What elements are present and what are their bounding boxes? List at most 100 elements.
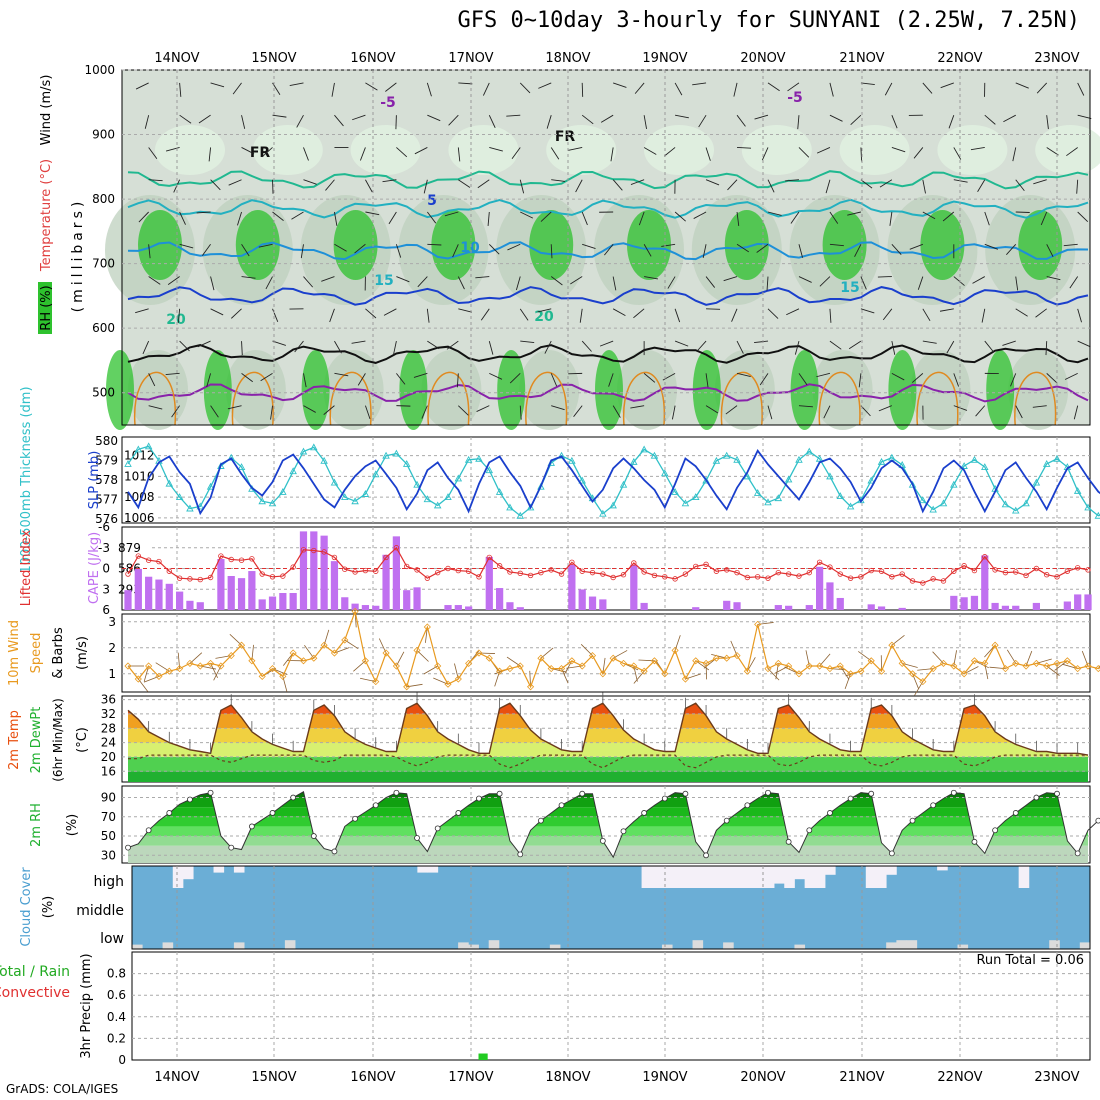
wind-speed-point [1094,665,1100,673]
wind-speed-point [950,662,958,670]
cloud-unit-label: (%) [41,896,56,919]
wind-barb [426,82,432,97]
wind-speed-point [568,657,576,665]
li-point [672,576,678,582]
low-cloud-bar [661,944,673,949]
rh-point [455,810,462,816]
cape-bar [134,568,142,610]
rh-dry-zone [937,125,1008,175]
temperature-line [127,702,1089,756]
rh-point [228,844,235,851]
high-cloud-bar [661,866,673,888]
wind-barb [754,114,769,120]
wind-speed-point [939,659,948,667]
wind-barb [544,340,552,354]
li-point [713,568,720,574]
wind-barb [1077,308,1082,323]
slp-point [444,493,452,501]
wind-speed-point [1012,659,1020,667]
wind-barb [662,372,676,381]
wind-barb [489,372,503,380]
precip-frame [131,951,1091,1061]
wind-barb [759,373,769,386]
high-cloud-bar [865,866,877,888]
li-point [352,569,358,575]
cloud-axis-label: Cloud Cover [19,867,34,947]
wind-barb-10m [1006,649,1017,664]
slp-point [134,445,143,453]
rh-point [1033,794,1040,801]
li-axis-label: Lifted Index [19,529,34,606]
wind-speed-point [165,667,173,675]
wind-barb [551,179,566,182]
wind-speed-point [588,652,597,660]
rh-contour-fill [812,350,873,430]
wind-barb-10m [189,652,203,664]
wind-speed-point [733,652,741,660]
cape-bar [485,556,493,610]
cape-bar [186,600,194,610]
slp-point [919,496,927,504]
slp-point [753,489,762,496]
wind-barb [860,276,867,290]
surface-temp-contour [818,371,861,426]
wind-barb-10m [416,650,429,662]
bottom-date-label: 21NOV [839,1070,884,1085]
wind-barb [829,243,844,247]
li-point [847,575,854,581]
li-point [682,571,689,577]
wind-barb [135,308,149,314]
wind-barb [731,308,738,322]
wind-barb [610,147,614,162]
wind-barb [879,179,893,188]
wind-barb-10m [506,656,521,667]
li-point [992,567,998,573]
low-cloud-bar [233,942,245,949]
wind-barb [581,211,588,226]
wind-barb [860,179,873,189]
wind-barb [303,373,307,388]
wind-barb [675,114,689,119]
wind-barb [579,308,583,323]
low-cloud-bar [794,944,806,949]
temp-label-line3: (6hr Min/Max) [51,698,65,782]
wind-barb [396,147,408,158]
wind-barb [917,276,924,290]
wind-speed-point [299,657,308,665]
li-point [920,580,926,586]
isotherm-label: 10 [460,240,480,256]
wind-barb [1046,276,1061,281]
slp-point [464,455,473,463]
temperature-axis-label: Temperature (°C) [39,159,54,272]
thickness-slp-frame [121,436,1091,524]
pressure-tick-label: 1000 [84,63,115,77]
cape-bar [237,578,246,610]
wind-speed-point [176,665,184,673]
cape-bar [960,597,968,610]
wind-tick-label: 2 [108,641,116,655]
cape-bar [496,588,504,610]
high-cloud-bar [774,866,785,884]
slp-point [144,442,153,450]
li-point [662,574,668,580]
wind-barb [1077,82,1085,96]
wind-barb [860,147,863,162]
wind-barb [644,276,658,280]
cape-bar [950,595,958,610]
wind-barb [177,308,181,323]
li-point [207,574,214,581]
li-point [744,574,751,581]
li-point [641,569,647,575]
rh-point [971,838,978,845]
wind-barb [696,340,707,352]
cape-bar [124,590,132,610]
wind-barb [488,243,500,255]
wind-speed-point [372,678,380,686]
precip-axis-label: 3hr Precip (mm) [79,953,94,1058]
wind-barb [798,276,812,283]
wind-barb [829,211,839,224]
wind-speed-point [702,659,710,667]
li-point [1054,574,1060,580]
wind-speed-point [145,662,153,670]
slp-point [258,497,266,505]
